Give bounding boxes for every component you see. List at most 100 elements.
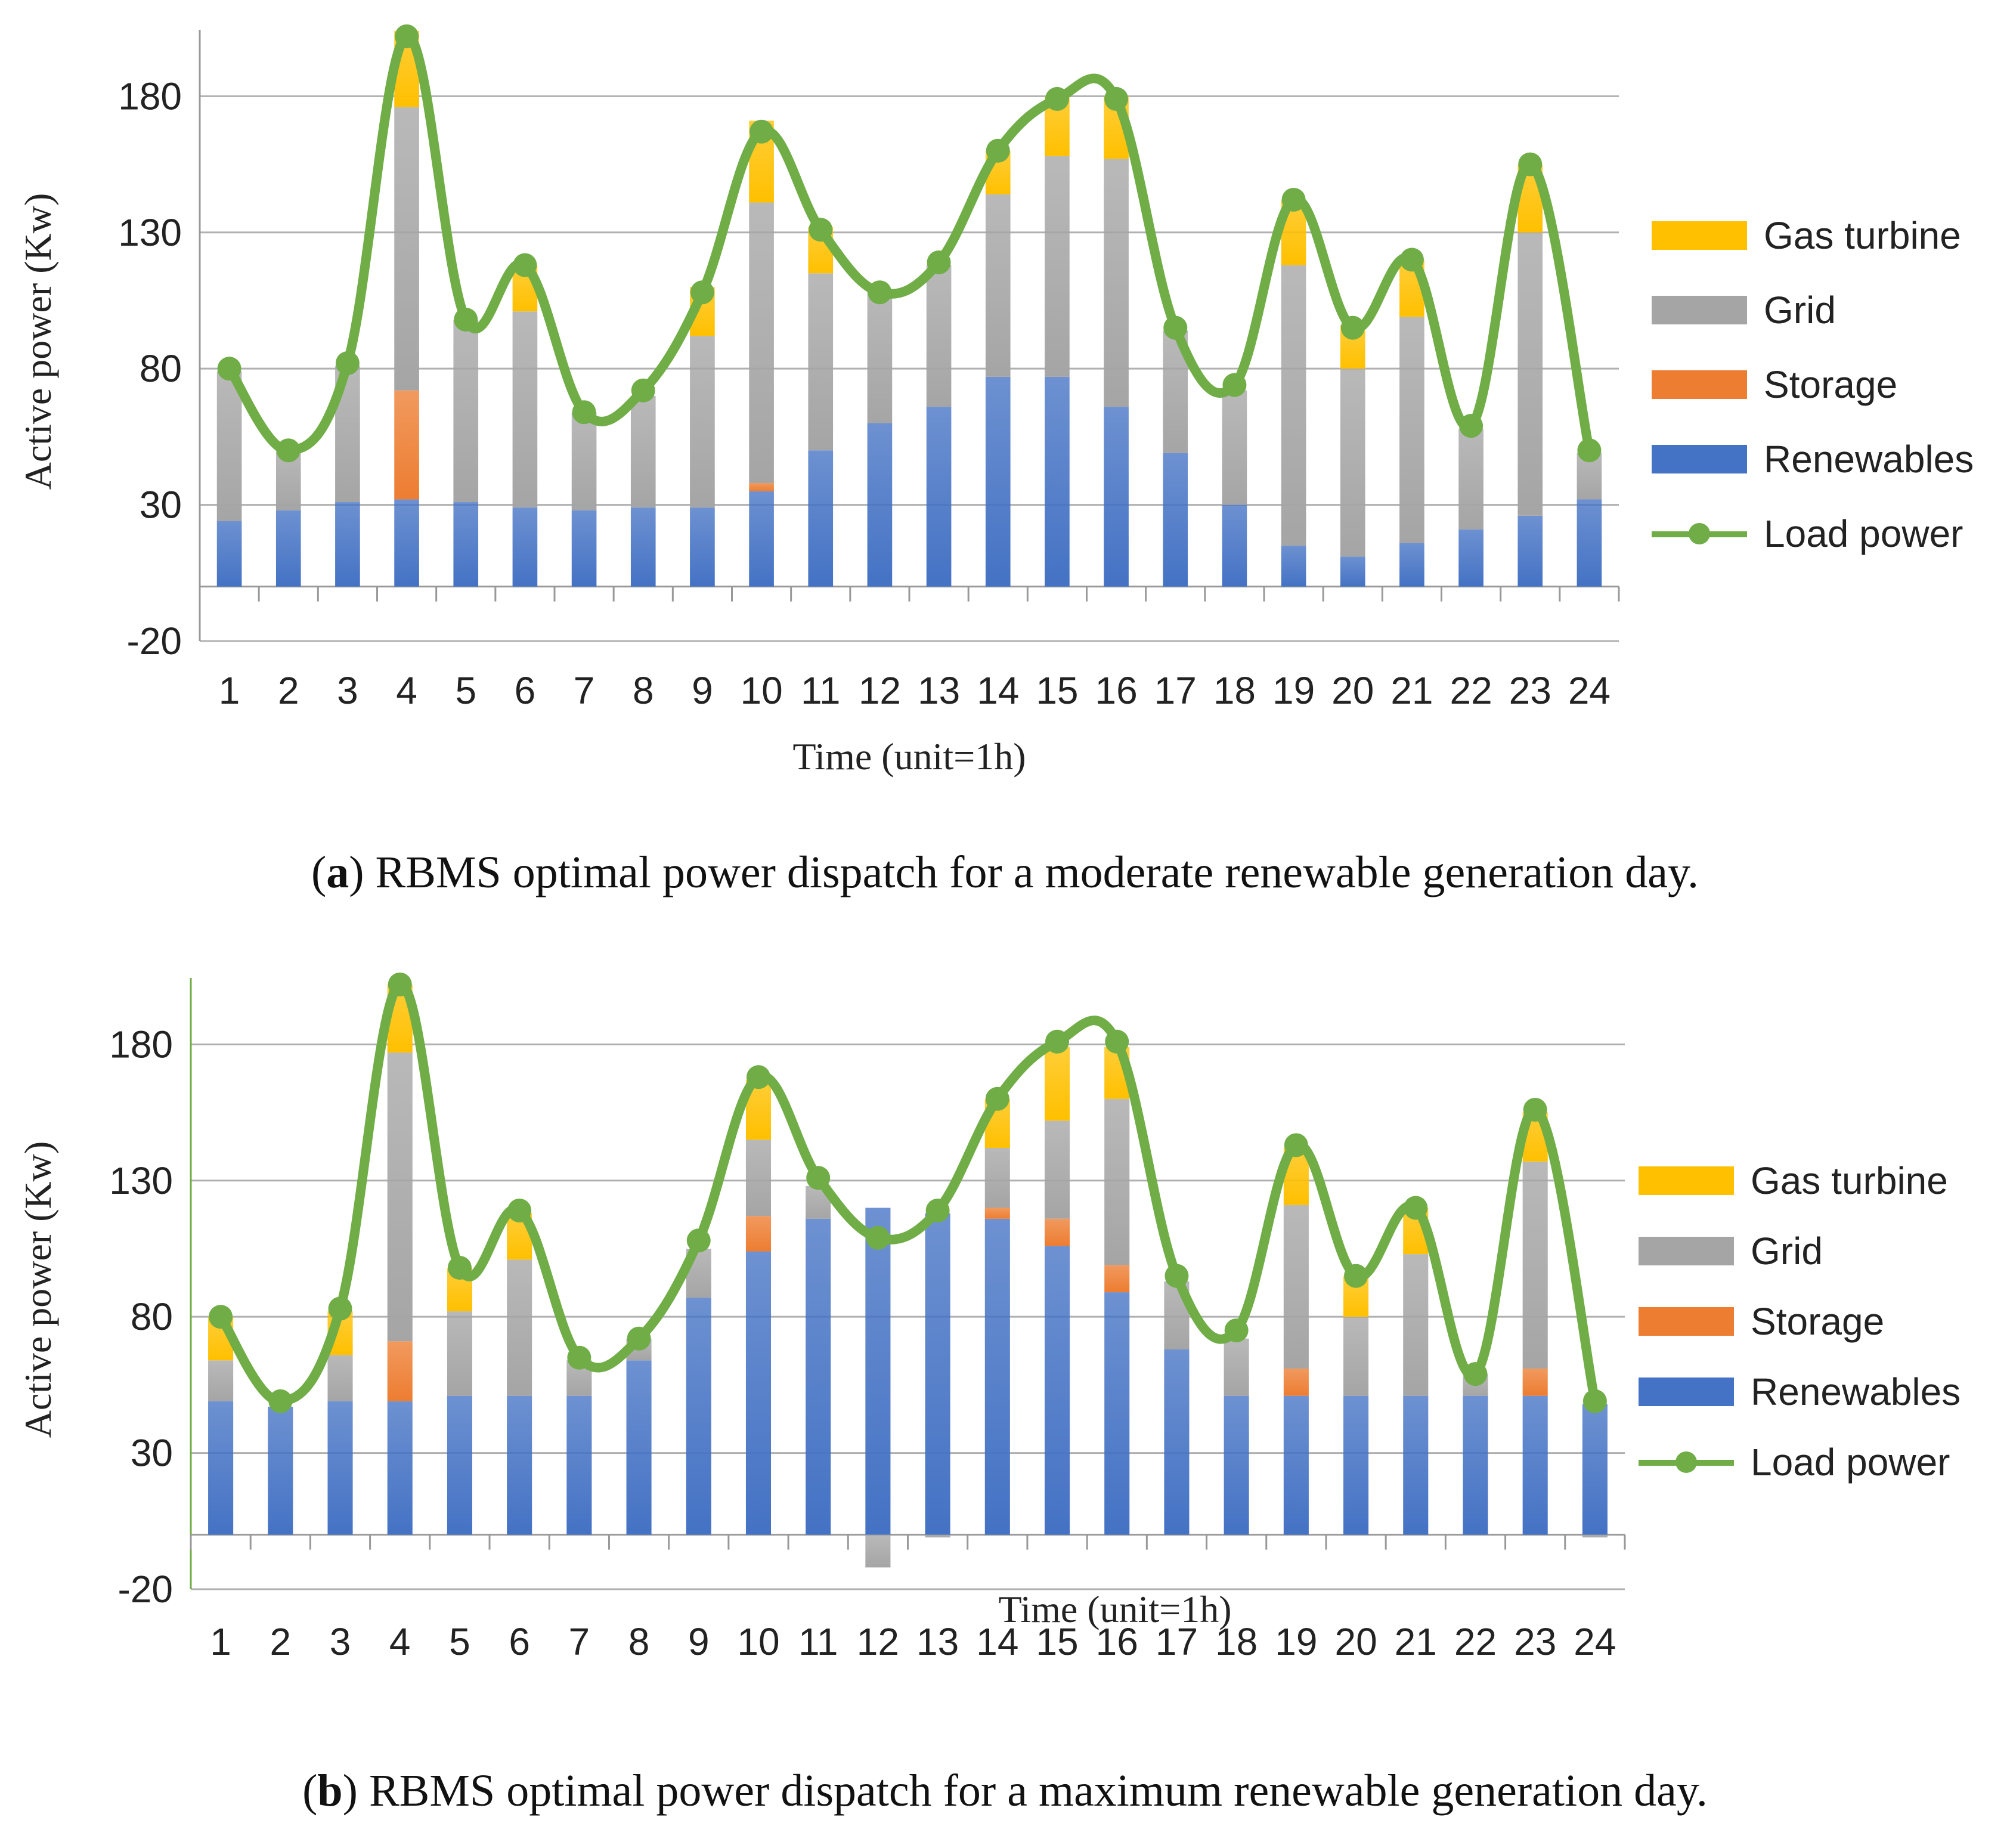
- x-tick-label: 17: [1154, 669, 1197, 712]
- bar-renewables-19: [1283, 1395, 1309, 1535]
- bar-renewables-11: [806, 1218, 831, 1535]
- load-power-point-3: [328, 1296, 352, 1321]
- y-tick-label: 80: [131, 1295, 173, 1338]
- x-tick-label: 22: [1450, 669, 1492, 712]
- legend-label-load-power: Load power: [1764, 512, 1963, 555]
- bar-grid-10: [745, 1140, 772, 1216]
- legend-label-gas-turbine: Gas turbine: [1751, 1159, 1948, 1202]
- bar-storage-23: [1522, 1368, 1548, 1396]
- bar-renewables-4: [394, 499, 419, 587]
- bar-renewables-15: [1045, 376, 1070, 587]
- load-power-point-23: [1518, 152, 1543, 177]
- load-power-point-15: [1045, 1029, 1070, 1054]
- bar-renewables-19: [1281, 546, 1306, 587]
- bar-grid-4: [387, 1053, 413, 1342]
- bar-grid-12: [865, 1534, 891, 1568]
- legend-label-renewables: Renewables: [1764, 438, 1974, 481]
- caption-b-label: b: [317, 1766, 343, 1816]
- x-tick-label: 7: [569, 1620, 590, 1663]
- legend-swatch-load-power: [1639, 1448, 1734, 1476]
- legend-label-grid: Grid: [1764, 289, 1836, 332]
- x-tick-label: 18: [1213, 669, 1256, 712]
- caption-a: (a) RBMS optimal power dispatch for a mo…: [0, 847, 2010, 899]
- legend-label-renewables: Renewables: [1751, 1370, 1961, 1413]
- load-power-point-14: [985, 1086, 1009, 1111]
- bar-gas-turbine-15: [1044, 1047, 1070, 1121]
- bar-grid-11: [808, 273, 834, 451]
- bar-storage-10: [749, 483, 774, 491]
- x-tick-label: 6: [515, 669, 536, 712]
- x-axis-title: Time (unit=1h): [998, 1588, 1231, 1630]
- x-tick-label: 8: [633, 669, 654, 712]
- load-power-point-9: [690, 280, 714, 305]
- legend-swatch-storage: [1639, 1307, 1734, 1336]
- bar-storage-15: [1044, 1218, 1070, 1246]
- panel-a: -20 30 80 130 180 1 2 3 4 5 6 7 8 9 10 11 12 13 14 15 16 17 18…: [0, 24, 2010, 899]
- load-power-point-13: [927, 250, 951, 275]
- bar-grid-6: [507, 1259, 532, 1396]
- x-tick-label: 14: [977, 669, 1019, 712]
- x-tick-label: 4: [396, 669, 417, 712]
- load-power-point-16: [1104, 86, 1129, 111]
- load-power-point-20: [1340, 315, 1365, 340]
- caption-b-text: ) RBMS optimal power dispatch for a maxi…: [342, 1766, 1708, 1816]
- x-tick-label: 5: [455, 669, 476, 712]
- x-tick-label: 24: [1568, 669, 1611, 712]
- load-power-point-10: [750, 119, 774, 144]
- x-tick-label: 2: [270, 1620, 292, 1663]
- bar-renewables-18: [1222, 504, 1247, 587]
- bar-grid-13: [925, 1534, 950, 1538]
- bar-renewables-9: [690, 507, 715, 587]
- x-tick-label: 15: [1036, 1620, 1078, 1663]
- bar-grid-20: [1340, 369, 1365, 557]
- load-power-point-8: [627, 1326, 651, 1351]
- bar-grid-19: [1281, 265, 1306, 546]
- legend-swatch-load-power: [1652, 519, 1747, 548]
- y-tick-label: 180: [109, 1023, 173, 1066]
- x-tick-label: 23: [1509, 669, 1551, 712]
- bar-renewables-11: [808, 450, 834, 587]
- bar-storage-19: [1283, 1368, 1309, 1396]
- x-tick-label: 2: [278, 669, 299, 712]
- load-power-line: [224, 31, 1594, 456]
- load-power-point-10: [746, 1065, 770, 1089]
- bar-renewables-6: [507, 1395, 532, 1535]
- legend-swatch-renewables: [1652, 445, 1747, 473]
- x-tick-label: 9: [688, 1620, 710, 1663]
- bar-grid-6: [512, 311, 538, 508]
- bar-renewables-14: [984, 1218, 1010, 1535]
- load-power-point-8: [631, 378, 655, 403]
- bar-grid-15: [1045, 156, 1070, 377]
- bar-grid-8: [630, 395, 656, 508]
- bar-renewables-10: [749, 491, 774, 587]
- x-tick-label: 21: [1390, 669, 1433, 712]
- x-axis-title: Time (unit=1h): [792, 735, 1026, 778]
- bar-renewables-17: [1164, 1349, 1190, 1535]
- y-tick-label: 30: [131, 1432, 173, 1475]
- x-tick-label: 3: [337, 669, 358, 712]
- load-power-point-7: [572, 400, 596, 425]
- legend-swatch-grid: [1639, 1237, 1734, 1265]
- bar-renewables-23: [1522, 1395, 1548, 1535]
- load-power-point-17: [1163, 315, 1188, 340]
- bar-storage-16: [1104, 1265, 1130, 1293]
- x-tick-label: 11: [801, 669, 840, 712]
- load-power-point-12: [868, 280, 892, 305]
- x-tick-label: 9: [692, 669, 713, 712]
- bar-renewables-22: [1463, 1395, 1488, 1535]
- x-tick-label: 12: [859, 669, 901, 712]
- bar-grid-19: [1283, 1205, 1309, 1369]
- x-tick-label: 21: [1395, 1620, 1437, 1663]
- bar-grid-13: [926, 265, 952, 407]
- load-power-point-5: [447, 1255, 472, 1280]
- bar-storage-10: [745, 1216, 772, 1252]
- bar-renewables-5: [447, 1395, 472, 1535]
- bar-grid-5: [453, 319, 479, 503]
- legend-renewables: Renewables: [1652, 435, 1974, 483]
- bar-grid-9: [690, 336, 715, 508]
- legend-label-load-power: Load power: [1751, 1441, 1950, 1484]
- bar-renewables-8: [630, 507, 656, 587]
- load-power-point-13: [925, 1199, 950, 1223]
- legend-swatch-grid: [1652, 296, 1747, 324]
